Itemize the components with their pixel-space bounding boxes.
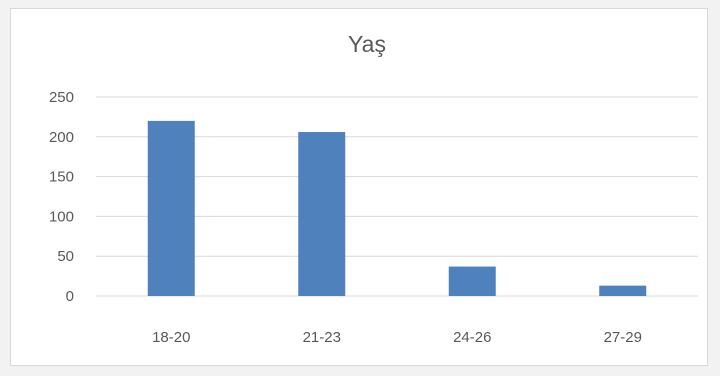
chart-frame xyxy=(10,8,708,366)
y-tick-label: 100 xyxy=(49,208,74,225)
y-tick-label: 250 xyxy=(49,89,74,106)
x-axis-ticks: 18-20 21-23 24-26 27-29 xyxy=(152,329,642,346)
y-tick-label: 150 xyxy=(49,169,74,186)
gridlines xyxy=(96,96,698,297)
bar-18-20 xyxy=(147,120,195,296)
x-tick-label: 24-26 xyxy=(453,329,491,346)
bars xyxy=(147,120,647,296)
y-tick-label: 50 xyxy=(57,248,74,265)
x-tick-label: 27-29 xyxy=(604,329,642,346)
bar-27-29 xyxy=(599,285,647,296)
bar-21-23 xyxy=(298,132,346,296)
chart-title: Yaş xyxy=(348,31,386,57)
x-tick-label: 21-23 xyxy=(303,329,341,346)
bar-24-26 xyxy=(448,266,496,296)
x-tick-label: 18-20 xyxy=(152,329,190,346)
y-axis-ticks: 0 50 100 150 200 250 xyxy=(49,89,74,305)
y-tick-label: 200 xyxy=(49,129,74,146)
y-tick-label: 0 xyxy=(66,288,74,305)
